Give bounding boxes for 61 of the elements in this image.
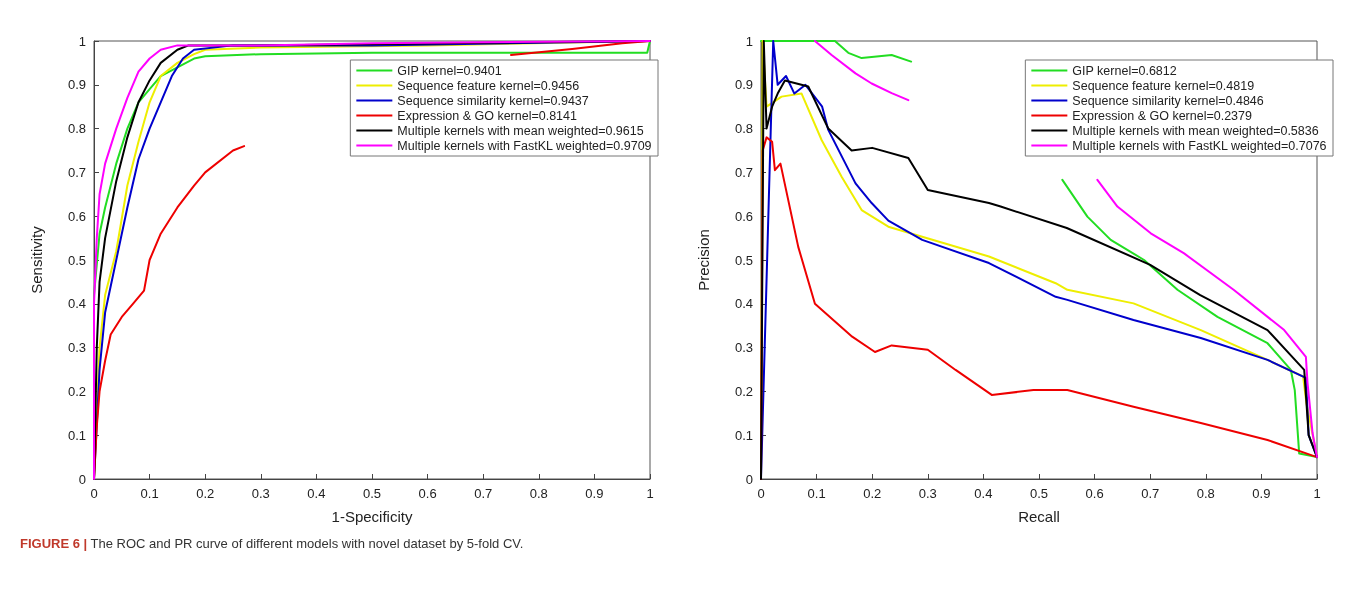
legend-label: Sequence feature kernel=0.9456 <box>397 78 580 93</box>
x-tick-label: 0.8 <box>529 486 548 501</box>
legend-label: Expression & GO kernel=0.8141 <box>397 108 578 123</box>
y-tick-label: 0.5 <box>734 252 753 268</box>
x-tick-label: 0.6 <box>418 486 437 501</box>
x-tick-label: 0 <box>90 486 98 501</box>
caption: FIGURE 6 | The ROC and PR curve of different models with novel dataset by 5-fold CV. <box>20 536 524 551</box>
x-tick-label: 0.3 <box>918 486 937 501</box>
y-tick-label: 0.7 <box>734 164 753 180</box>
legend-label: Multiple kernels with mean weighted=0.9615 <box>397 123 644 138</box>
y-tick-label: 0.3 <box>67 340 86 356</box>
x-tick-label: 0.4 <box>307 486 326 501</box>
x-tick-label: 0.3 <box>251 486 270 501</box>
x-tick-label: 0.5 <box>1029 486 1049 501</box>
y-tick-label: 1 <box>78 33 86 49</box>
y-axis-title: Sensitivity <box>28 225 45 294</box>
legend-label: Sequence similarity kernel=0.9437 <box>397 93 589 108</box>
legend-label: Multiple kernels with FastKL weighted=0.7076 <box>1072 138 1327 153</box>
y-tick-label: 0.6 <box>67 208 86 224</box>
legend-label: Multiple kernels with mean weighted=0.5836 <box>1072 123 1319 138</box>
x-tick-label: 0.4 <box>974 486 993 501</box>
y-tick-label: 0.1 <box>67 427 86 443</box>
y-tick-label: 0.8 <box>67 121 86 137</box>
x-axis-title: Recall <box>1018 508 1060 525</box>
x-tick-label: 0.5 <box>362 486 382 501</box>
y-tick-label: 0.9 <box>67 77 86 93</box>
legend-label: Expression & GO kernel=0.2379 <box>1072 108 1253 123</box>
legend-label: GIP kernel=0.6812 <box>1072 63 1177 78</box>
x-tick-label: 0.6 <box>1085 486 1104 501</box>
legend-label: GIP kernel=0.9401 <box>397 63 502 78</box>
legend-label: Sequence feature kernel=0.4819 <box>1072 78 1255 93</box>
y-tick-label: 0.7 <box>67 164 86 180</box>
y-tick-label: 0.3 <box>734 340 753 356</box>
x-tick-label: 0.1 <box>140 486 159 501</box>
x-tick-label: 0.1 <box>807 486 826 501</box>
y-tick-label: 1 <box>745 33 753 49</box>
y-tick-label: 0.2 <box>67 383 86 399</box>
x-axis-title: 1-Specificity <box>331 508 413 525</box>
x-tick-label: 1 <box>646 486 654 501</box>
x-tick-label: 1 <box>1313 486 1321 501</box>
legend-label: Multiple kernels with FastKL weighted=0.9709 <box>397 138 652 153</box>
y-tick-label: 0.4 <box>67 296 86 312</box>
y-tick-label: 0.9 <box>734 77 753 93</box>
y-tick-label: 0.6 <box>734 208 753 224</box>
x-tick-label: 0.2 <box>196 486 215 501</box>
x-tick-label: 0 <box>757 486 765 501</box>
x-tick-label: 0.7 <box>474 486 493 501</box>
x-tick-label: 0.7 <box>1141 486 1160 501</box>
y-tick-label: 0 <box>745 471 753 487</box>
legend-label: Sequence similarity kernel=0.4846 <box>1072 93 1264 108</box>
x-tick-label: 0.8 <box>1196 486 1215 501</box>
x-tick-label: 0.2 <box>863 486 882 501</box>
y-tick-label: 0.1 <box>734 427 753 443</box>
y-tick-label: 0.8 <box>734 121 753 137</box>
y-tick-label: 0.5 <box>67 252 86 268</box>
y-tick-label: 0.2 <box>734 383 753 399</box>
x-tick-label: 0.9 <box>585 486 604 501</box>
y-axis-title: Precision <box>695 229 712 291</box>
y-tick-label: 0.4 <box>734 296 753 312</box>
x-tick-label: 0.9 <box>1252 486 1271 501</box>
y-tick-label: 0 <box>78 471 86 487</box>
